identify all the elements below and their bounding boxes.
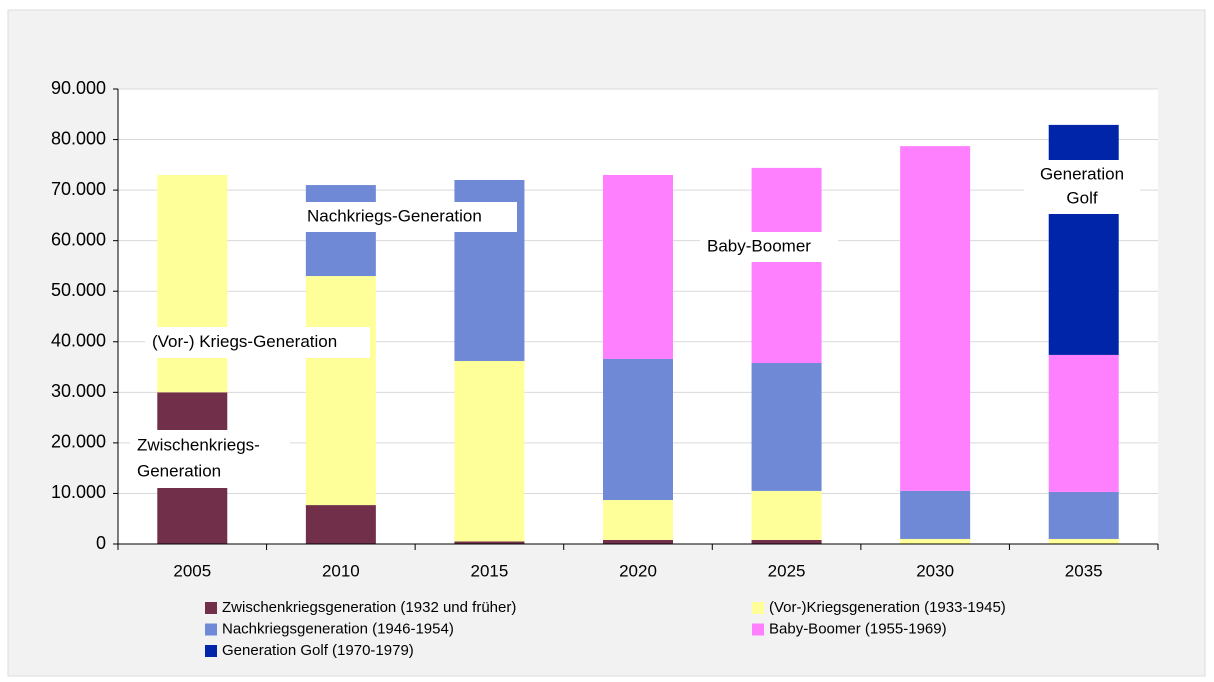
legend-swatch <box>205 602 217 614</box>
bar-segment <box>305 276 376 506</box>
annotation: Generation <box>137 461 221 480</box>
y-tick-label: 50.000 <box>51 280 106 300</box>
legend-label: Nachkriegsgeneration (1946-1954) <box>222 620 454 637</box>
annotation: Generation <box>1040 164 1124 183</box>
annotation-box <box>145 327 370 358</box>
x-tick-label: 2020 <box>619 561 657 580</box>
legend-label: Generation Golf (1970-1979) <box>222 642 414 659</box>
annotation: Zwischenkriegs- <box>137 435 260 454</box>
bar-segment <box>1048 491 1119 539</box>
bar-segment <box>751 539 822 544</box>
bar-segment <box>603 358 673 501</box>
legend-label: Baby-Boomer (1955-1969) <box>769 620 947 637</box>
y-tick-label: 0 <box>96 533 106 553</box>
x-tick-label: 2010 <box>322 561 360 580</box>
x-tick-label: 2035 <box>1065 561 1103 580</box>
bar-segment <box>1048 538 1119 544</box>
y-tick-label: 30.000 <box>51 381 106 401</box>
bar-segment <box>454 360 525 542</box>
bar-segment <box>900 490 971 539</box>
y-tick-label: 90.000 <box>51 78 106 98</box>
bar-segment <box>603 174 673 359</box>
x-tick-label: 2005 <box>173 561 211 580</box>
legend: Zwischenkriegsgeneration (1932 und frühe… <box>205 599 1006 659</box>
annotation-box <box>300 202 517 232</box>
legend-swatch <box>752 602 764 614</box>
bar-segment <box>751 363 822 491</box>
y-tick-label: 40.000 <box>51 331 106 351</box>
y-tick-label: 60.000 <box>51 229 106 249</box>
y-tick-label: 70.000 <box>51 179 106 199</box>
x-tick-label: 2025 <box>768 561 806 580</box>
bar-segment <box>157 174 228 393</box>
annotation: (Vor-) Kriegs-Generation <box>152 332 337 351</box>
bar-segment <box>305 505 376 544</box>
legend-label: Zwischenkriegsgeneration (1932 und frühe… <box>222 599 516 616</box>
bar-segment <box>603 539 673 544</box>
annotation-box <box>1024 160 1140 214</box>
legend-label: (Vor-)Kriegsgeneration (1933-1945) <box>769 599 1006 616</box>
legend-swatch <box>205 645 217 657</box>
bar-segment <box>1048 354 1119 492</box>
annotation-box <box>700 232 838 262</box>
bar-segment <box>1048 124 1119 355</box>
annotation: Nachkriegs-Generation <box>307 206 482 225</box>
bar-segment <box>900 538 971 544</box>
y-tick-label: 20.000 <box>51 432 106 452</box>
x-tick-label: 2030 <box>916 561 954 580</box>
bar-segment <box>751 490 822 540</box>
x-tick-label: 2015 <box>471 561 509 580</box>
legend-swatch <box>205 623 217 636</box>
bar-segment <box>603 500 673 540</box>
annotation: Baby-Boomer <box>707 236 811 255</box>
y-tick-label: 10.000 <box>51 482 106 502</box>
annotation-box <box>130 430 290 488</box>
legend-swatch <box>752 623 764 636</box>
bar-segment <box>900 146 971 491</box>
y-tick-label: 80.000 <box>51 128 106 148</box>
bar-segment <box>751 167 822 364</box>
annotation: Golf <box>1066 188 1097 207</box>
bar-segment <box>454 541 525 544</box>
